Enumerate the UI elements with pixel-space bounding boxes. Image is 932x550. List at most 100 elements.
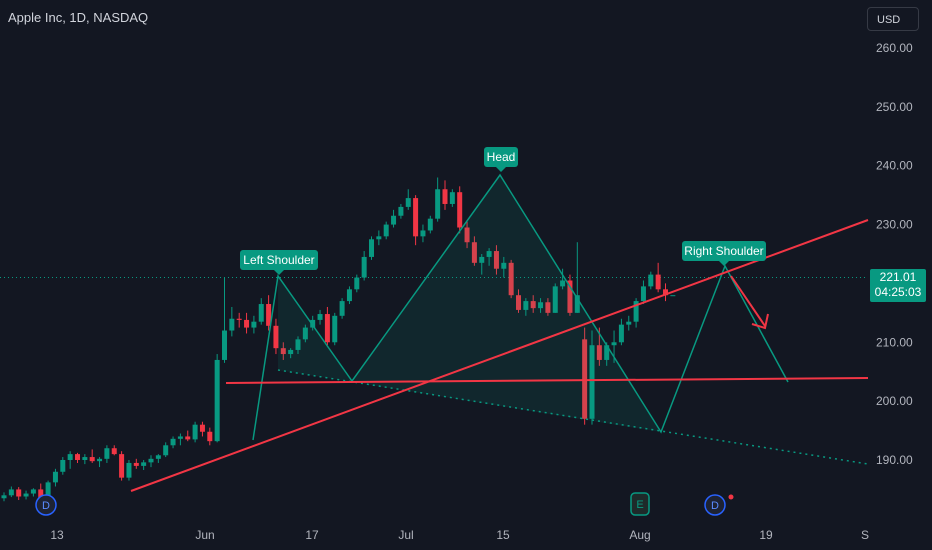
price-tick-label: 230.00	[876, 218, 913, 232]
marker-letter: D	[42, 500, 50, 512]
candle-body	[655, 274, 661, 290]
candle-body	[8, 489, 14, 496]
trend-line	[130, 219, 869, 492]
dividend-icon[interactable]: D	[704, 494, 726, 516]
candle-body	[111, 448, 117, 455]
candle-body	[413, 198, 419, 237]
zigzag-line	[252, 173, 789, 441]
earnings-icon[interactable]: E	[630, 492, 650, 516]
candle-body	[596, 345, 602, 360]
time-tick-label: Aug	[629, 528, 650, 542]
pattern-label-box	[682, 241, 766, 261]
dividend-icon[interactable]: D	[35, 494, 57, 516]
candle-body	[141, 462, 147, 466]
time-axis[interactable]: 13 Jun 17 Jul 15 Aug 19 S	[50, 528, 869, 542]
dividend-badge	[704, 494, 726, 516]
time-tick-label: 13	[50, 528, 64, 542]
candle-body	[486, 251, 492, 257]
candle-body	[530, 301, 536, 309]
candle-body	[192, 424, 198, 440]
projection-arrow	[730, 275, 766, 327]
candle-body	[317, 314, 323, 320]
candle-body	[361, 256, 367, 278]
candle-body	[332, 315, 338, 343]
candle-body	[295, 339, 301, 350]
pattern-label-text: Head	[487, 150, 516, 164]
last-price-tag: 221.01 04:25:03	[870, 269, 926, 302]
candle-body	[119, 454, 125, 478]
candle-body	[89, 457, 95, 462]
candle-body	[560, 280, 566, 287]
candle-body	[38, 489, 44, 501]
candle-body	[214, 359, 220, 442]
candle-body	[398, 206, 404, 216]
pattern-labels: Left Shoulder Head Right Shoulder	[240, 147, 766, 275]
candle-body	[354, 277, 360, 290]
candle-body	[229, 318, 235, 331]
candle-body	[545, 302, 551, 313]
candle-body	[236, 318, 242, 320]
price-axis[interactable]: 260.00250.00240.00230.00220.00210.00200.…	[876, 41, 913, 467]
candle-body	[369, 239, 374, 257]
candle-body	[648, 274, 654, 287]
time-tick-label: 15	[496, 528, 510, 542]
candle-body	[479, 256, 485, 263]
candle-body	[82, 457, 88, 460]
candle-body	[538, 302, 544, 309]
candle-body	[302, 327, 308, 340]
earnings-badge	[630, 492, 650, 516]
candle-body	[30, 489, 36, 494]
pattern-label-pointer	[496, 167, 506, 172]
candle-body	[251, 321, 257, 328]
candle-body	[457, 192, 463, 228]
candle-body	[244, 319, 250, 328]
time-tick-label: 19	[759, 528, 773, 542]
currency-button[interactable]: USD	[867, 7, 919, 31]
pattern-label-box	[484, 147, 518, 167]
candle-body	[339, 301, 345, 316]
candle-body	[170, 438, 176, 446]
price-tick-label: 250.00	[876, 100, 913, 114]
chart-title: Apple Inc, 1D, NASDAQ	[8, 10, 149, 25]
candle-body	[383, 224, 389, 237]
candle-body	[75, 454, 80, 460]
candle-body	[199, 424, 205, 432]
candle-body	[52, 471, 58, 483]
price-tick-label: 190.00	[876, 453, 913, 467]
candle-body	[310, 319, 316, 328]
candle-body	[449, 192, 455, 204]
candle-body	[405, 198, 411, 207]
time-tick-label: Jun	[195, 528, 214, 542]
candle-body	[589, 345, 595, 419]
candle-body	[258, 304, 264, 322]
last-price-value: 221.01	[879, 270, 917, 284]
candle-body	[60, 460, 66, 472]
candle-body	[574, 295, 580, 313]
candle-body	[133, 462, 139, 466]
candle-body	[45, 482, 51, 501]
candle-body	[611, 342, 617, 346]
marker-letter: E	[636, 499, 643, 511]
candle-body	[185, 436, 191, 440]
time-tick-label: Jul	[398, 528, 413, 542]
candle-body	[640, 286, 646, 302]
candle-body	[67, 454, 73, 460]
price-tick-label: 210.00	[876, 335, 913, 349]
time-tick-label: S	[861, 528, 869, 542]
pattern-label-pointer	[274, 270, 284, 275]
candle-body	[523, 301, 529, 310]
pattern-drawings	[130, 173, 869, 492]
candle-body	[618, 324, 624, 343]
candle-body	[288, 349, 294, 355]
pattern-fill	[278, 175, 661, 432]
candle-body	[626, 321, 632, 325]
candle-body	[427, 218, 433, 231]
candle-body	[552, 286, 558, 313]
candle-body	[148, 458, 154, 463]
candle-body	[346, 289, 352, 302]
candle-body	[222, 330, 227, 360]
candle-body	[567, 280, 573, 313]
price-tick-label: 200.00	[876, 394, 913, 408]
